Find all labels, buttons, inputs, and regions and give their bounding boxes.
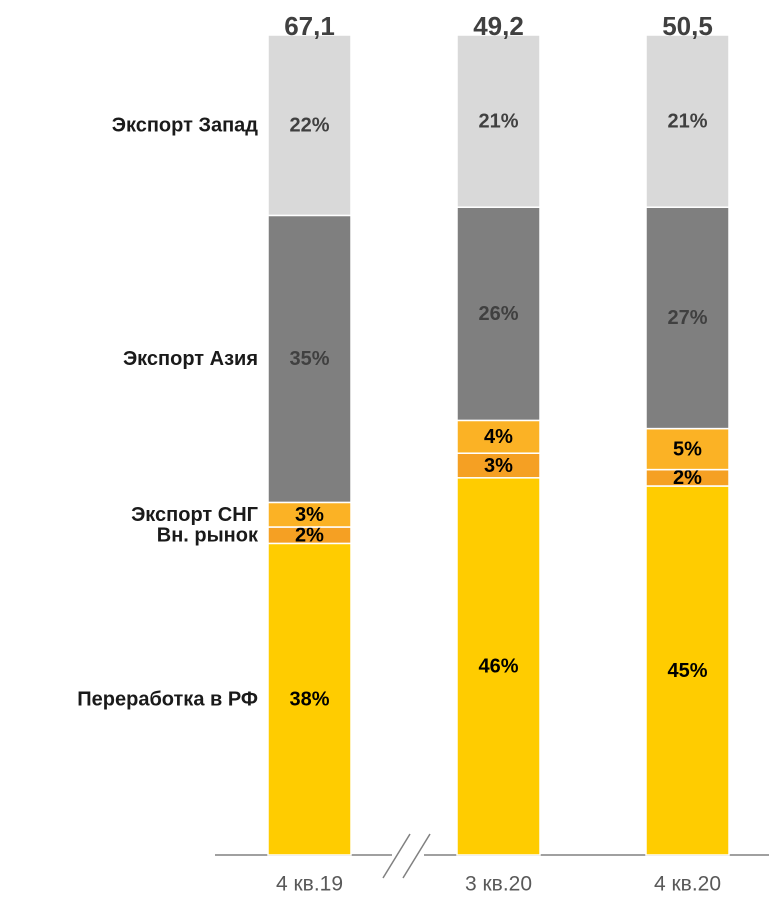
bar-segment (456, 34, 541, 208)
total-label: 49,2 (473, 11, 524, 41)
x-tick-label: 3 кв.20 (465, 873, 532, 896)
bar-segment (645, 34, 730, 208)
segment-label: 4% (484, 426, 513, 448)
segment-label: 22% (289, 114, 329, 136)
bar-segment (456, 452, 541, 479)
axis-break (382, 833, 411, 879)
bar-segment (456, 477, 541, 856)
bar-segment (267, 214, 352, 504)
x-tick-label: 4 кв.20 (654, 873, 721, 896)
segment-label: 45% (667, 660, 707, 682)
segment-label: 21% (478, 110, 518, 132)
segment-label: 2% (295, 524, 324, 546)
x-tick-label: 4 кв.19 (276, 873, 343, 896)
axis-break (402, 833, 431, 879)
segment-label: 3% (484, 455, 513, 477)
segment-label: 27% (667, 307, 707, 329)
series-label: Экспорт СНГ (131, 504, 258, 526)
segment-label: 26% (478, 303, 518, 325)
bar-segment (267, 34, 352, 217)
bar-segment (645, 485, 730, 856)
bar-segment (267, 542, 352, 856)
series-label: Переработка в РФ (77, 688, 258, 710)
total-label: 50,5 (662, 11, 713, 41)
segment-label: 21% (667, 110, 707, 132)
bar-segment (645, 427, 730, 471)
segment-label: 35% (289, 348, 329, 370)
series-label: Экспорт Запад (112, 114, 259, 136)
series-label: Вн. рынок (157, 524, 259, 546)
bar-segment (456, 206, 541, 422)
bar-segment (267, 501, 352, 528)
total-label: 67,1 (284, 11, 335, 41)
series-label: Экспорт Азия (123, 348, 258, 370)
segment-label: 46% (478, 656, 518, 678)
segment-label: 3% (295, 504, 324, 526)
segment-label: 5% (673, 438, 702, 460)
segment-label: 38% (289, 688, 329, 710)
bar-segment (645, 206, 730, 430)
segment-label: 2% (673, 467, 702, 489)
